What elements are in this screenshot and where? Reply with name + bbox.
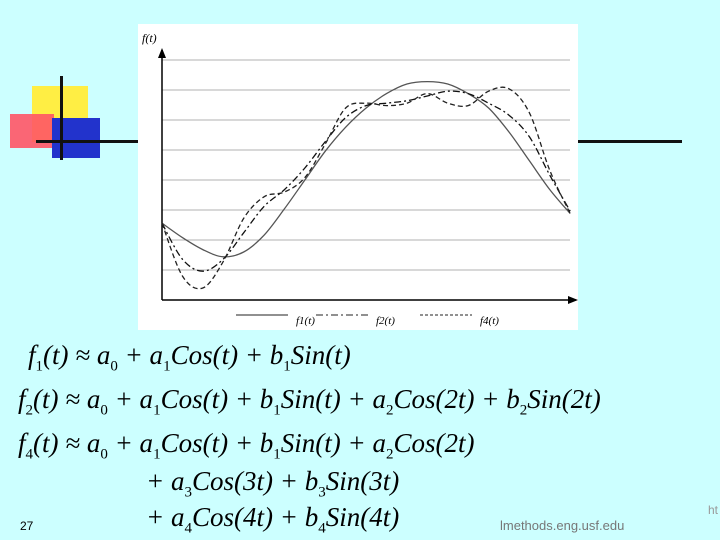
eq2-sub0: 0 <box>100 402 108 419</box>
eq5-part1: + a <box>146 502 185 532</box>
eq4-part2: Cos(3t) + b <box>191 466 319 496</box>
eq2-lhs-sub: 2 <box>25 402 34 419</box>
eq2-part3: Sin(t) + a <box>280 384 387 414</box>
slide-number: 27 <box>20 519 34 533</box>
eq5-sub2: 4 <box>318 520 326 537</box>
eq4-sub2: 3 <box>318 484 326 501</box>
eq1-sub1: 1 <box>163 358 171 375</box>
eq1-body: (t) ≈ a <box>43 340 111 370</box>
eq3-part4: Cos(2t) <box>393 428 475 458</box>
eq3-lhs: f <box>18 428 26 458</box>
legend-label-2: f2(t) <box>376 315 395 327</box>
eq3-sub0: 0 <box>100 446 108 463</box>
eq2-lhs: f <box>18 384 26 414</box>
x-axis-arrow <box>568 296 578 304</box>
equation-f4-line3: + a4Cos(4t) + b4Sin(4t) <box>146 502 399 537</box>
eq5-part2: Cos(4t) + b <box>191 502 319 532</box>
eq4-part3: Sin(3t) <box>325 466 400 496</box>
decor-vertical-line <box>60 76 63 160</box>
eq4-sub1: 3 <box>184 484 192 501</box>
eq1-part3: Sin(t) <box>290 340 351 370</box>
eq2-part1: + a <box>107 384 154 414</box>
eq3-part1: + a <box>107 428 154 458</box>
y-axis-arrow <box>158 48 166 58</box>
equation-f4: f4(t) ≈ a0 + a1Cos(t) + b1Sin(t) + a2Cos… <box>18 428 475 463</box>
series-line-1 <box>161 80 571 258</box>
equation-f4-line2: + a3Cos(3t) + b3Sin(3t) <box>146 466 399 501</box>
eq1-lhs-sub: 1 <box>35 358 44 375</box>
eq1-sub0: 0 <box>110 358 118 375</box>
eq1-part2: Cos(t) + b <box>170 340 284 370</box>
eq5-part3: Sin(4t) <box>325 502 400 532</box>
series-line-3 <box>161 86 571 290</box>
eq3-sub2: 1 <box>273 446 281 463</box>
eq2-sub1: 1 <box>153 402 161 419</box>
eq1-part1: + a <box>117 340 164 370</box>
eq3-sub1: 1 <box>153 446 161 463</box>
eq4-part1: + a <box>146 466 185 496</box>
chart-svg: f(t)tf1(t)f2(t)f4(t) <box>142 31 578 327</box>
chart-panel: f(t)tf1(t)f2(t)f4(t) <box>138 24 578 330</box>
eq2-part2: Cos(t) + b <box>160 384 274 414</box>
y-axis-label: f(t) <box>142 31 157 45</box>
footer-url[interactable]: lmethods.eng.usf.edu <box>500 518 625 533</box>
legend-label-3: f4(t) <box>480 315 499 327</box>
eq2-body: (t) ≈ a <box>33 384 101 414</box>
equation-f2: f2(t) ≈ a0 + a1Cos(t) + b1Sin(t) + a2Cos… <box>18 384 601 419</box>
eq3-part3: Sin(t) + a <box>280 428 387 458</box>
legend-label-1: f1(t) <box>296 315 315 327</box>
corner-text: ht <box>708 503 719 517</box>
eq2-sub2: 1 <box>273 402 281 419</box>
eq5-sub1: 4 <box>184 520 192 537</box>
equation-f1: f1(t) ≈ a0 + a1Cos(t) + b1Sin(t) <box>28 340 351 375</box>
eq3-body: (t) ≈ a <box>33 428 101 458</box>
eq2-part5: Sin(2t) <box>527 384 601 414</box>
eq1-sub2: 1 <box>283 358 291 375</box>
series-line-2 <box>161 90 571 272</box>
eq3-sub3: 2 <box>386 446 394 463</box>
eq1-lhs: f <box>28 340 36 370</box>
eq3-part2: Cos(t) + b <box>160 428 274 458</box>
eq2-sub3: 2 <box>386 402 394 419</box>
eq2-part4: Cos(2t) + b <box>393 384 520 414</box>
eq3-lhs-sub: 4 <box>25 446 34 463</box>
eq2-sub4: 2 <box>519 402 528 419</box>
